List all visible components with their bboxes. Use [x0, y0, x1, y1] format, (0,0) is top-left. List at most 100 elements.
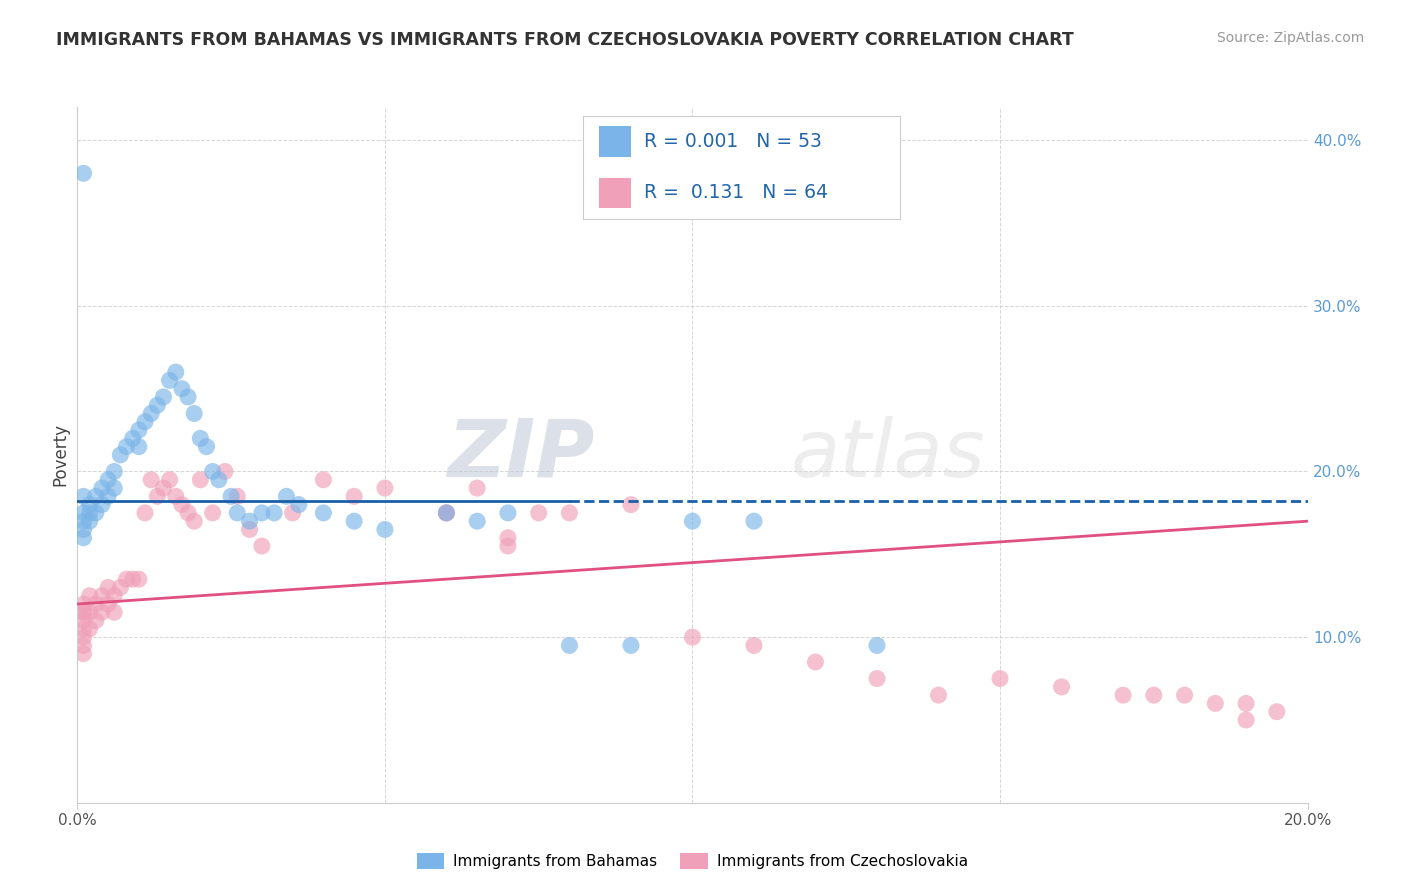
Point	[465, 481, 488, 495]
Point	[146, 489, 169, 503]
Point	[620, 639, 643, 653]
Text: Source: ZipAtlas.com: Source: ZipAtlas.com	[1216, 31, 1364, 45]
Point	[72, 514, 94, 528]
Point	[183, 407, 205, 421]
Point	[250, 506, 273, 520]
Point	[742, 639, 765, 653]
Point	[84, 614, 107, 628]
Point	[1234, 697, 1257, 711]
Point	[141, 407, 163, 421]
Point	[682, 514, 704, 528]
Point	[115, 572, 138, 586]
Point	[141, 473, 163, 487]
Point	[239, 514, 262, 528]
Point	[188, 473, 212, 487]
Point	[558, 506, 581, 520]
Point	[84, 489, 107, 503]
Text: atlas: atlas	[792, 416, 986, 494]
Point	[121, 572, 143, 586]
Point	[170, 382, 193, 396]
Point	[682, 630, 704, 644]
Point	[436, 506, 458, 520]
Point	[1234, 713, 1257, 727]
Point	[90, 589, 114, 603]
Point	[343, 514, 366, 528]
Point	[188, 431, 212, 445]
Point	[177, 390, 200, 404]
Point	[1174, 688, 1197, 702]
Point	[103, 605, 125, 619]
Point	[79, 622, 101, 636]
Point	[72, 506, 94, 520]
Point	[620, 498, 643, 512]
Point	[128, 440, 150, 454]
Point	[72, 614, 94, 628]
Text: IMMIGRANTS FROM BAHAMAS VS IMMIGRANTS FROM CZECHOSLOVAKIA POVERTY CORRELATION CH: IMMIGRANTS FROM BAHAMAS VS IMMIGRANTS FR…	[56, 31, 1074, 49]
Point	[219, 489, 242, 503]
Point	[281, 506, 304, 520]
Point	[312, 473, 335, 487]
Y-axis label: Poverty: Poverty	[51, 424, 69, 486]
Point	[226, 489, 249, 503]
Point	[72, 622, 94, 636]
Point	[343, 489, 366, 503]
Point	[1112, 688, 1135, 702]
Point	[103, 465, 125, 479]
Point	[177, 506, 200, 520]
Point	[866, 672, 889, 686]
Point	[103, 589, 125, 603]
Point	[276, 489, 298, 503]
Point	[159, 473, 181, 487]
Point	[263, 506, 285, 520]
Point	[72, 647, 94, 661]
Text: ZIP: ZIP	[447, 416, 595, 494]
Point	[165, 365, 187, 379]
Point	[742, 514, 765, 528]
Point	[159, 373, 181, 387]
Point	[72, 489, 94, 503]
Point	[201, 465, 224, 479]
Point	[84, 506, 107, 520]
Point	[558, 639, 581, 653]
Point	[183, 514, 205, 528]
Point	[436, 506, 458, 520]
Point	[128, 572, 150, 586]
Point	[496, 506, 519, 520]
Point	[72, 531, 94, 545]
Point	[195, 440, 218, 454]
Point	[866, 639, 889, 653]
Point	[72, 639, 94, 653]
Point	[121, 431, 143, 445]
Point	[97, 581, 120, 595]
Point	[146, 398, 169, 412]
Point	[496, 531, 519, 545]
Point	[110, 581, 132, 595]
Point	[312, 506, 335, 520]
Point	[103, 481, 125, 495]
Point	[436, 506, 458, 520]
Point	[79, 506, 101, 520]
Point	[90, 481, 114, 495]
Text: R =  0.131   N = 64: R = 0.131 N = 64	[644, 184, 828, 202]
Point	[527, 506, 550, 520]
Point	[288, 498, 311, 512]
Point	[928, 688, 950, 702]
Point	[72, 630, 94, 644]
Point	[72, 523, 94, 537]
Point	[79, 514, 101, 528]
Point	[988, 672, 1011, 686]
Point	[72, 166, 94, 180]
Point	[97, 489, 120, 503]
Bar	[599, 178, 631, 208]
Point	[134, 506, 156, 520]
Point	[374, 523, 396, 537]
Point	[72, 597, 94, 611]
Point	[170, 498, 193, 512]
Point	[201, 506, 224, 520]
Point	[165, 489, 187, 503]
Point	[804, 655, 827, 669]
Point	[1265, 705, 1288, 719]
Legend: Immigrants from Bahamas, Immigrants from Czechoslovakia: Immigrants from Bahamas, Immigrants from…	[411, 847, 974, 875]
Point	[239, 523, 262, 537]
Point	[250, 539, 273, 553]
